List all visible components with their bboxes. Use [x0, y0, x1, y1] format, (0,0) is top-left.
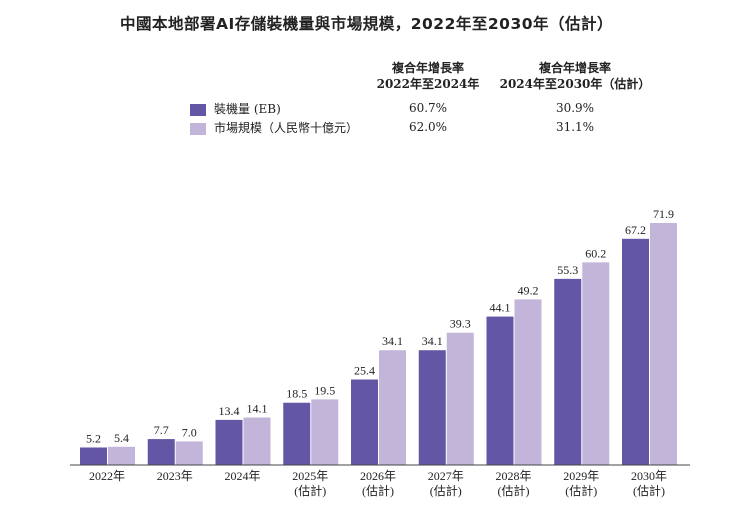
bar [379, 350, 406, 465]
data-label: 34.1 [382, 334, 403, 348]
bar [283, 402, 311, 465]
cagr-value: 30.9% [555, 101, 595, 115]
bar [80, 447, 107, 465]
bar [554, 278, 582, 465]
x-tick-label: 2024年 [224, 469, 260, 483]
data-label: 14.1 [247, 402, 268, 416]
bar [514, 299, 542, 465]
data-label: 7.7 [154, 423, 169, 437]
data-label: 19.5 [314, 383, 335, 397]
bar [147, 439, 175, 465]
cagr-header-1-line2: 2022年至2024年 [376, 77, 480, 91]
bar [215, 419, 243, 465]
bar [108, 446, 135, 465]
x-tick-label: (估計) [362, 483, 394, 498]
cagr-header-2-line2: 2024年至2030年（估計） [499, 77, 651, 91]
data-label: 49.2 [518, 283, 539, 297]
data-label: 13.4 [219, 404, 240, 418]
x-tick-label: (估計) [565, 483, 597, 498]
bar [418, 350, 446, 465]
legend-label: 裝機量 (EB) [214, 102, 281, 116]
x-tick-label: 2030年 [631, 469, 667, 483]
x-tick-label: 2026年 [360, 469, 396, 483]
bar [622, 238, 649, 465]
x-tick-label: 2028年 [495, 469, 531, 483]
cagr-header-2-line1: 複合年增長率 [538, 61, 611, 75]
legend-swatch [190, 122, 206, 135]
bar [650, 223, 677, 465]
x-tick-label: 2029年 [563, 469, 599, 483]
data-label: 71.9 [653, 207, 674, 221]
legend-label: 市場規模（人民幣十億元） [214, 121, 359, 135]
data-label: 25.4 [354, 364, 375, 378]
bar [446, 332, 474, 465]
legend-item-installed: 裝機量 (EB) [190, 100, 281, 118]
cagr-header-2: 複合年增長率 2024年至2030年（估計） [495, 60, 655, 92]
cagr-value: 60.7% [408, 101, 448, 115]
bar [351, 379, 378, 465]
x-tick-label: (估計) [294, 483, 326, 498]
data-label: 67.2 [625, 223, 646, 237]
data-label: 55.3 [557, 263, 578, 277]
x-tick-label: 2025年 [292, 469, 328, 483]
bar [486, 316, 514, 465]
data-label: 5.2 [86, 431, 101, 445]
data-label: 34.1 [422, 334, 443, 348]
x-tick-label: (估計) [498, 483, 530, 498]
data-label: 39.3 [450, 317, 471, 331]
bar [582, 262, 610, 465]
legend-swatch [190, 103, 206, 116]
legend-item-market: 市場規模（人民幣十億元） [190, 119, 358, 137]
data-label: 44.1 [490, 301, 511, 315]
bar [311, 399, 339, 465]
chart-title: 中國本地部署AI存儲裝機量與市場規模，2022年至2030年（估計） [119, 15, 614, 33]
x-tick-label: (估計) [430, 483, 462, 498]
data-label: 60.2 [585, 246, 606, 260]
cagr-value: 31.1% [555, 120, 595, 134]
x-tick-label: 2027年 [428, 469, 464, 483]
data-label: 7.0 [182, 425, 197, 439]
x-tick-label: 2023年 [157, 469, 193, 483]
x-tick-label: 2022年 [89, 469, 125, 483]
cagr-value: 62.0% [408, 120, 448, 134]
data-label: 18.5 [286, 387, 307, 401]
data-label: 5.4 [114, 431, 129, 445]
cagr-header-1-line1: 複合年增長率 [391, 61, 464, 75]
bar [243, 417, 271, 465]
x-tick-label: (估計) [633, 483, 665, 498]
bar [175, 441, 203, 465]
cagr-header-1: 複合年增長率 2022年至2024年 [368, 60, 488, 92]
